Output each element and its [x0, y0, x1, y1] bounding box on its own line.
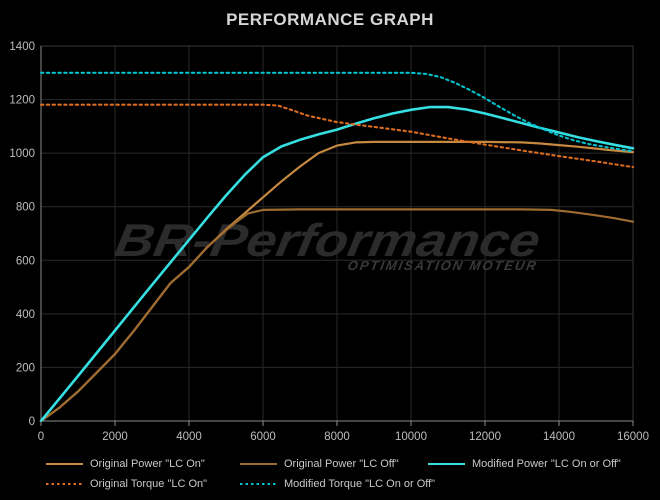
x-tick-label-12000: 12000	[469, 431, 501, 443]
series-line-original-power-lc-off	[39, 208, 635, 423]
legend-item-modified-torque: Modified Torque "LC On or Off"	[240, 476, 435, 492]
legend-label-original-torque: Original Torque "LC On"	[90, 478, 208, 490]
legend-label-original-power-lc-on: Original Power "LC On"	[90, 458, 205, 470]
legend-swatch-modified-power-line	[428, 463, 465, 465]
series-line-modified-torque	[39, 71, 635, 153]
x-tick-label-10000: 10000	[395, 431, 427, 443]
x-tick-label-4000: 4000	[176, 431, 202, 443]
legend-item-original-power-lc-off: Original Power "LC Off"	[240, 456, 399, 472]
y-tick-label-1400: 1400	[9, 41, 35, 53]
y-tick-label-0: 0	[29, 416, 35, 428]
legend-label-modified-power: Modified Power "LC On or Off"	[472, 458, 621, 470]
watermark-brand-text: BR-Performance	[111, 214, 544, 266]
x-tick-label-14000: 14000	[543, 431, 575, 443]
legend-item-original-torque: Original Torque "LC On"	[46, 476, 207, 492]
x-tick-label-8000: 8000	[324, 431, 350, 443]
legend-item-original-power-lc-on: Original Power "LC On"	[46, 456, 205, 472]
series-line-original-torque	[39, 103, 635, 169]
legend-item-modified-power: Modified Power "LC On or Off"	[428, 456, 621, 472]
chart-legend: Original Power "LC On" Original Power "L…	[0, 452, 660, 498]
legend-label-original-power-lc-off: Original Power "LC Off"	[284, 458, 399, 470]
y-tick-label-800: 800	[16, 202, 35, 214]
legend-swatch-original-power-lc-off-line	[240, 463, 277, 465]
x-tick-label-0: 0	[38, 431, 44, 443]
y-tick-label-1000: 1000	[9, 148, 35, 160]
legend-label-modified-torque: Modified Torque "LC On or Off"	[284, 478, 436, 490]
legend-swatch-original-torque-line	[46, 483, 83, 485]
legend-swatch-modified-torque-line	[240, 483, 277, 485]
watermark-tagline-text: OPTIMISATION MOTEUR	[346, 258, 537, 273]
y-tick-label-200: 200	[16, 362, 35, 374]
y-tick-label-400: 400	[16, 309, 35, 321]
y-tick-label-600: 600	[16, 255, 35, 267]
x-tick-label-16000: 16000	[617, 431, 649, 443]
legend-swatch-original-power-lc-on-line	[46, 463, 83, 465]
x-tick-label-6000: 6000	[250, 431, 276, 443]
chart-title: PERFORMANCE GRAPH	[226, 10, 434, 29]
y-tick-label-1200: 1200	[9, 95, 35, 107]
x-tick-label-2000: 2000	[102, 431, 128, 443]
